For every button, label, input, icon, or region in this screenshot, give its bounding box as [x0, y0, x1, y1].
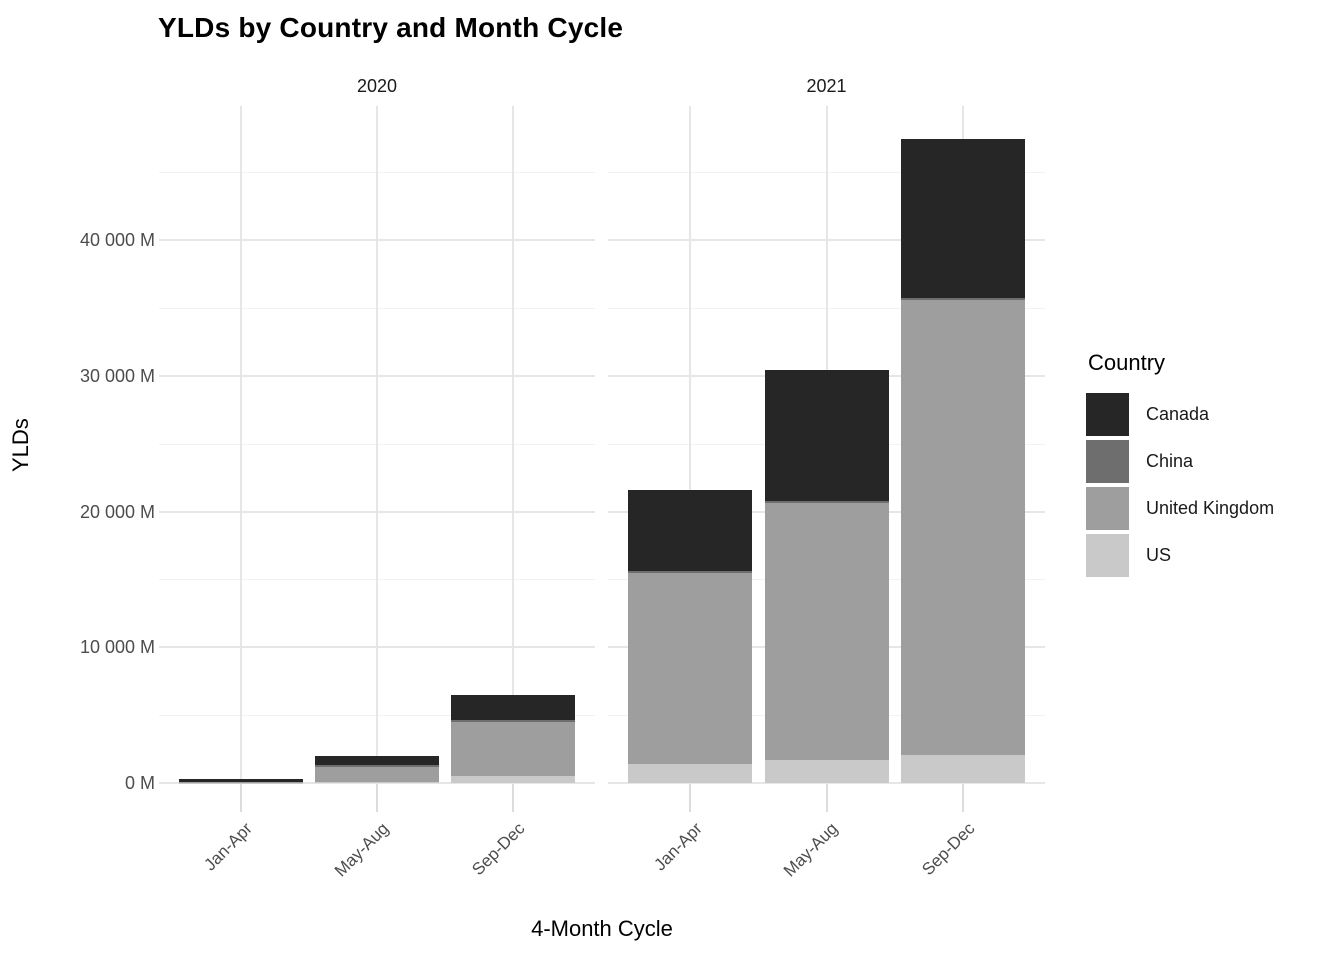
legend-title: Country	[1088, 350, 1166, 375]
bar-segment-Canada	[900, 139, 1025, 299]
x-tick-label-Sep-Dec: Sep-Dec	[468, 818, 529, 880]
legend-item-united-kingdom: United Kingdom	[1086, 487, 1344, 530]
legend-swatch-united-kingdom	[1086, 487, 1129, 530]
gridline-vertical	[376, 106, 378, 783]
facet-strip-label-2021: 2021	[806, 76, 847, 96]
bar-segment-Canada	[451, 694, 576, 720]
bar-segment-China	[764, 501, 889, 504]
legend-swatch-china	[1086, 440, 1129, 483]
gridline-vertical	[689, 106, 692, 783]
legend-label: China	[1146, 451, 1194, 471]
facet-panel-2021	[608, 106, 1045, 784]
chart-title: YLDs by Country and Month Cycle	[158, 12, 624, 43]
bar-segment-China	[900, 298, 1025, 301]
bar-segment-China	[315, 765, 439, 768]
y-tick-label: 40 000 M	[79, 230, 155, 251]
legend-items: Canada China United Kingdom US	[1086, 393, 1344, 577]
legend-label: US	[1146, 545, 1172, 565]
gridline-vertical	[512, 106, 515, 783]
bar-segment-United Kingdom	[451, 722, 576, 776]
bar-segment-US	[451, 775, 576, 783]
x-axis-tick	[961, 784, 964, 812]
bar-segment-US	[900, 755, 1025, 783]
x-axis-tick	[689, 784, 692, 812]
x-axis-tick	[512, 784, 515, 812]
bar-segment-US	[628, 763, 753, 783]
facet-panel-2020	[159, 106, 595, 784]
bar-segment-United Kingdom	[764, 503, 889, 760]
bar-segment-Canada	[178, 779, 303, 782]
bar-segment-Canada	[628, 489, 753, 571]
y-tick-label: 0 M	[124, 773, 155, 793]
y-axis-title: YLDs	[8, 418, 33, 472]
y-tick-label: 20 000 M	[79, 501, 155, 522]
bar-2020-Jan-Apr	[178, 779, 303, 783]
gridline-major	[608, 782, 1045, 784]
bar-segment-United Kingdom	[178, 781, 303, 783]
legend-swatch-us	[1086, 534, 1129, 577]
x-axis-tick	[376, 784, 378, 812]
bar-segment-US	[764, 759, 889, 783]
bar-2021-May-Aug	[764, 370, 889, 783]
bar-2021-Sep-Dec	[900, 139, 1025, 783]
x-axis-tick	[239, 784, 242, 812]
bar-segment-Canada	[315, 755, 439, 766]
legend-item-china: China	[1086, 440, 1344, 483]
gridline-major	[159, 782, 595, 784]
legend-item-us: US	[1086, 534, 1344, 577]
y-tick-label: 10 000 M	[79, 637, 155, 658]
legend-item-canada: Canada	[1086, 393, 1344, 436]
x-tick-label-Jan-Apr: Jan-Apr	[649, 818, 706, 875]
bar-2020-Sep-Dec	[451, 694, 576, 783]
bar-segment-United Kingdom	[628, 573, 753, 764]
bar-segment-China	[451, 719, 576, 722]
bar-segment-United Kingdom	[315, 767, 439, 783]
legend: Country Canada China United Kingdom US	[1086, 350, 1344, 581]
bar-2021-Jan-Apr	[628, 489, 753, 783]
x-axis-tick	[825, 784, 828, 812]
facet-strip-label-2020: 2020	[356, 76, 398, 96]
bar-segment-US	[315, 782, 439, 783]
bar-segment-China	[628, 571, 753, 574]
x-tick-label-May-Aug: May-Aug	[330, 818, 393, 881]
legend-swatch-canada	[1086, 393, 1129, 436]
x-axis-title: 4-Month Cycle	[531, 916, 673, 941]
x-tick-label-May-Aug: May-Aug	[780, 818, 842, 881]
bar-2020-May-Aug	[315, 755, 439, 783]
x-tick-label-Jan-Apr: Jan-Apr	[200, 818, 257, 875]
gridline-vertical	[239, 106, 242, 783]
bar-segment-United Kingdom	[900, 300, 1025, 756]
legend-label: United Kingdom	[1146, 498, 1275, 518]
legend-label: Canada	[1146, 404, 1210, 424]
bar-segment-Canada	[764, 370, 889, 502]
y-tick-label: 30 000 M	[79, 365, 155, 386]
x-tick-label-Sep-Dec: Sep-Dec	[918, 818, 979, 880]
